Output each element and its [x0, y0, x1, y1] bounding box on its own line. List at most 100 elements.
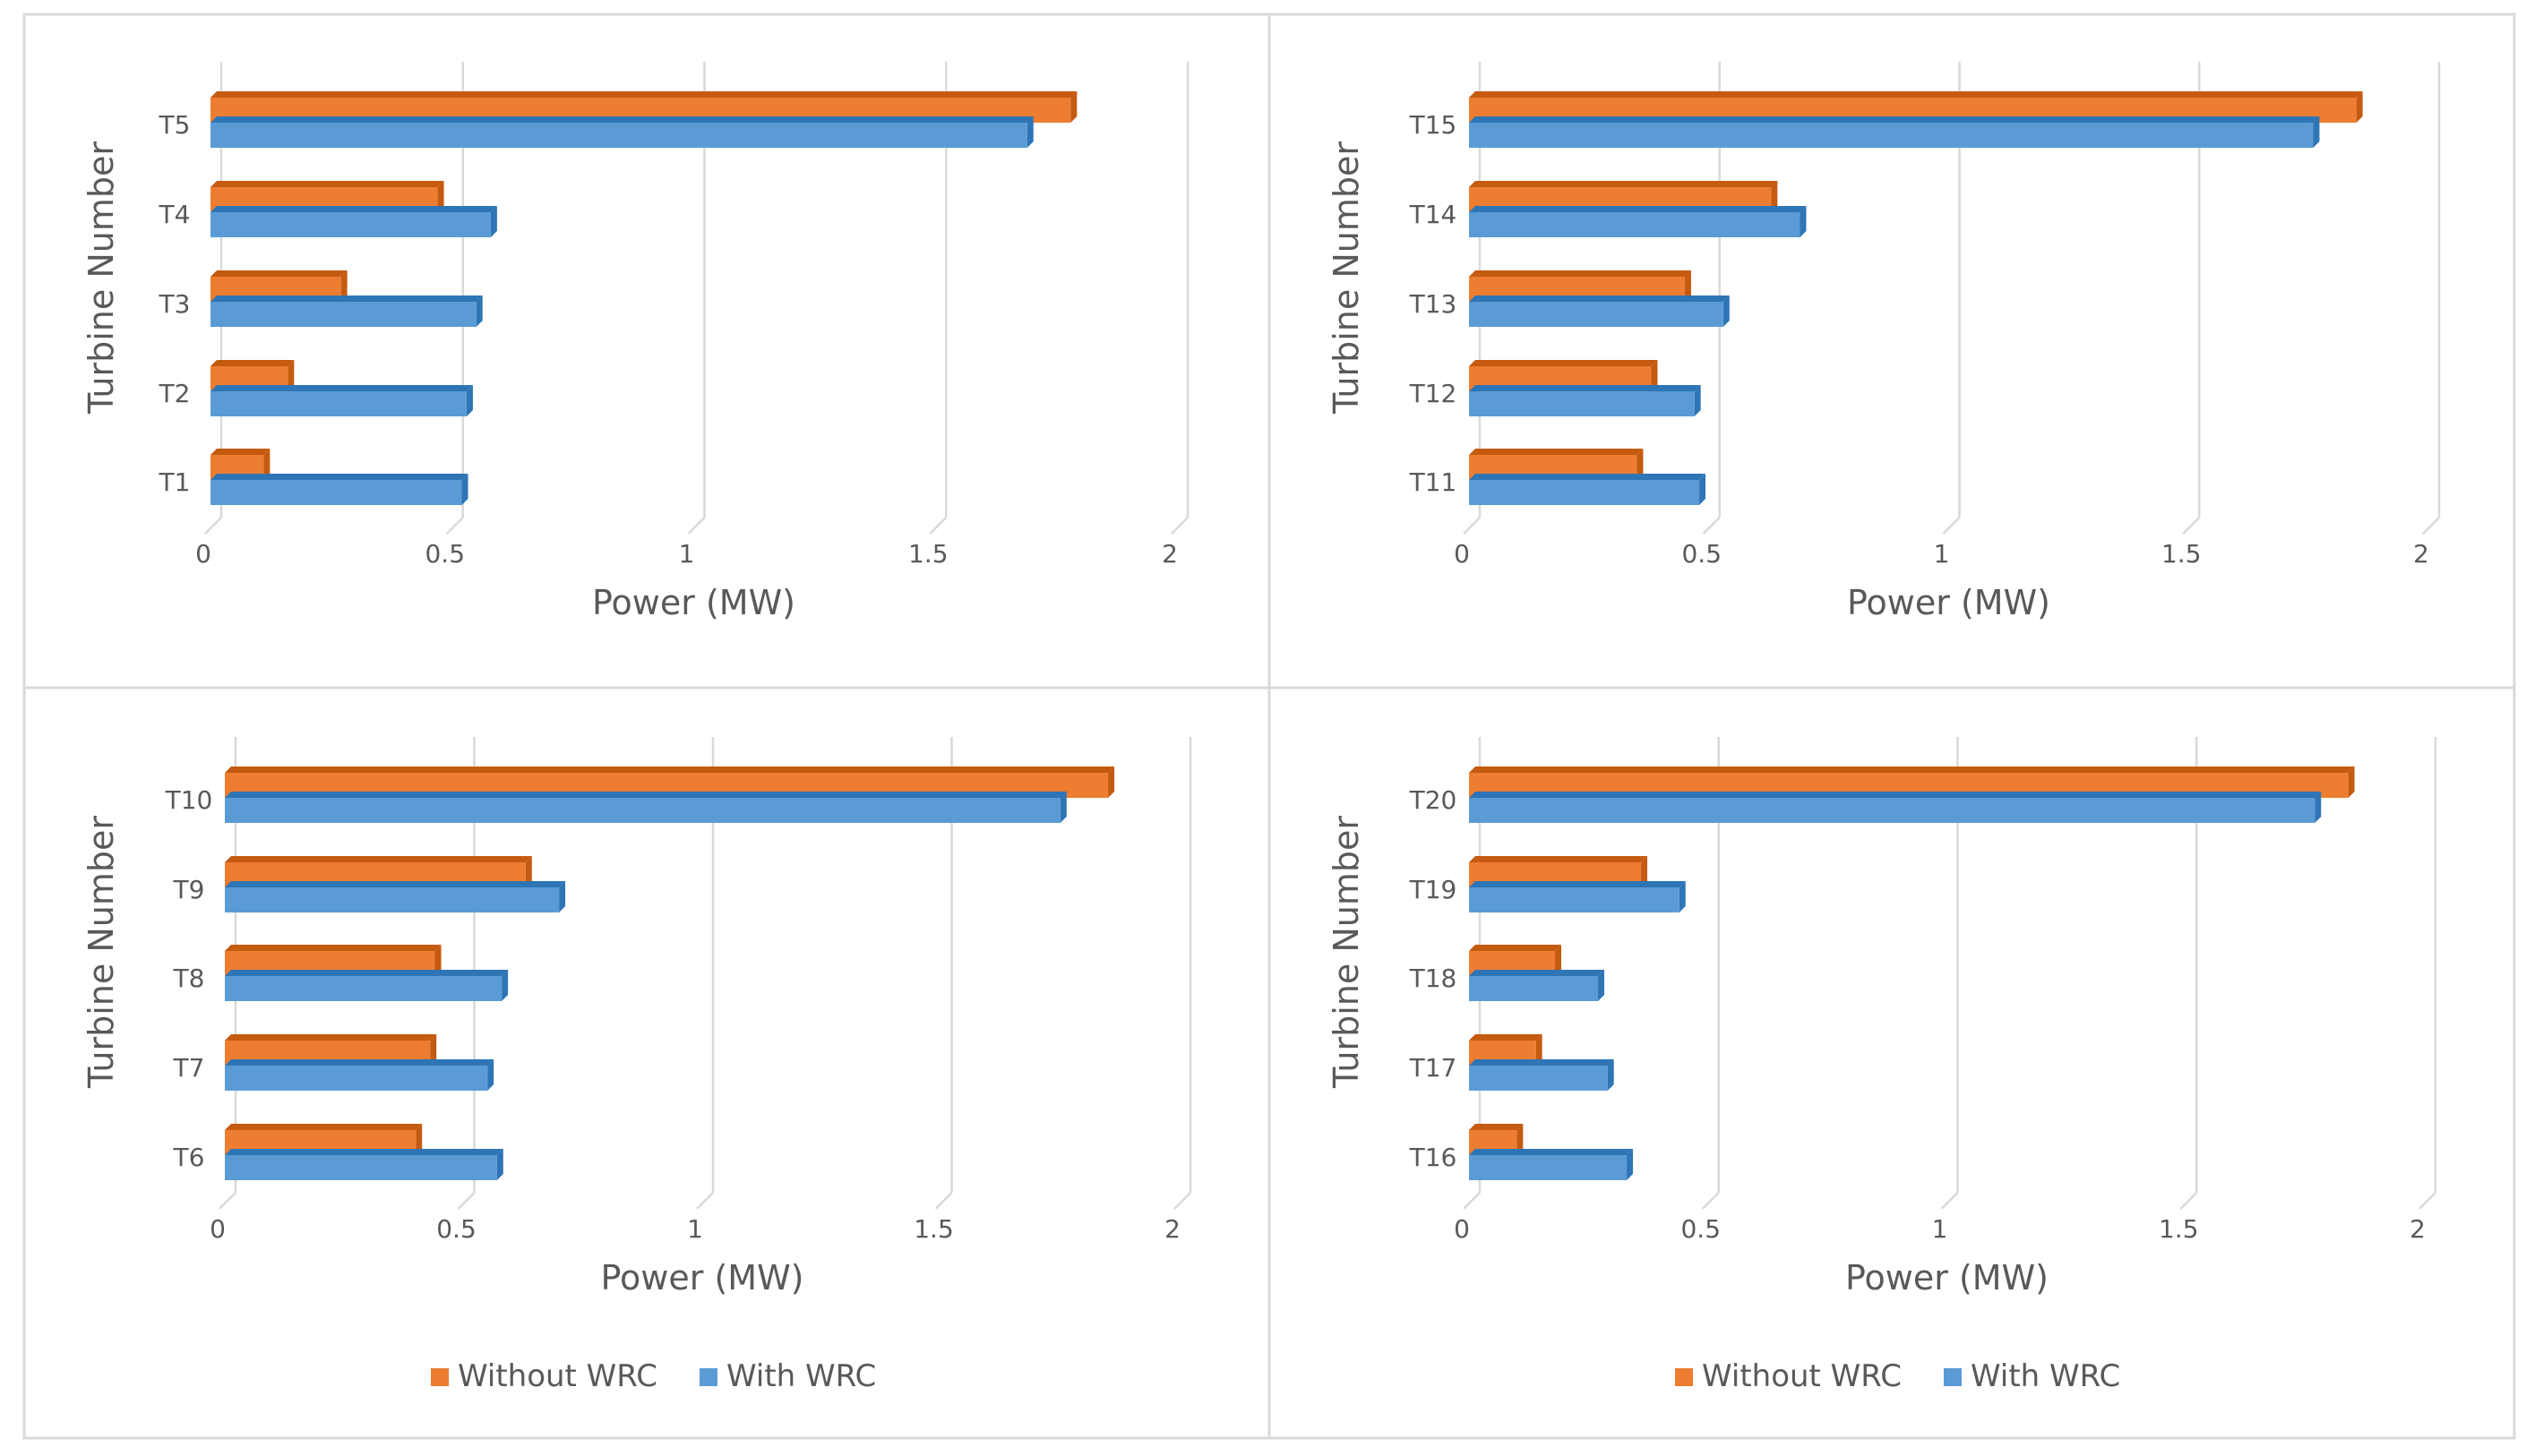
x-tick-label: 0.5	[1680, 1214, 1721, 1244]
bar-front-face	[210, 302, 477, 327]
bar-with-wrc-t7	[225, 1059, 494, 1091]
chart-panel-3: 0 0.5 1 1.5 2 Power (MW) Turbine Number T6 T7 T8 T…	[82, 737, 1192, 1394]
legend-label: Without WRC	[1702, 1358, 1902, 1394]
bar-top-face	[210, 116, 1034, 123]
bar-front-face	[210, 480, 462, 505]
bar-top-face	[225, 970, 509, 976]
y-tick-label: T20	[1409, 785, 1457, 815]
bar-side-face	[490, 206, 497, 237]
bar-with-wrc-t9	[225, 881, 566, 912]
bar-top-face	[225, 945, 442, 951]
bar-front-face	[225, 1155, 497, 1180]
gridline-x-foot	[219, 1192, 236, 1210]
y-tick-label: T6	[173, 1143, 205, 1172]
x-tick-label: 2	[2409, 1214, 2426, 1244]
chart-panel-2: 0 0.5 1 1.5 2 Power (MW) Turbine Number T11 T12 T…	[1327, 62, 2441, 622]
bar-top-face	[210, 385, 473, 391]
bar-front-face	[1469, 887, 1679, 912]
bar-top-face	[1469, 881, 1686, 887]
bar-with-wrc-t13	[1469, 295, 1730, 327]
bar-top-face	[210, 295, 483, 302]
bar-side-face	[1627, 1149, 1634, 1180]
bar-top-face	[210, 449, 271, 455]
x-tick-label: 1.5	[908, 539, 949, 569]
bar-with-wrc-t20	[1469, 792, 2322, 823]
gridline-x-foot	[1942, 517, 1961, 535]
bar-top-face	[210, 270, 348, 277]
bar-with-wrc-t11	[1469, 474, 1706, 505]
bar-front-face	[1469, 1066, 1608, 1091]
x-axis-title: Power (MW)	[601, 1258, 804, 1298]
y-axis-title: Turbine Number	[82, 141, 121, 415]
bar-with-wrc-t8	[225, 970, 509, 1001]
bar-top-face	[210, 206, 497, 212]
bar-top-face	[1469, 206, 1807, 212]
bar-top-face	[225, 792, 1067, 798]
y-tick-label: T7	[173, 1053, 205, 1083]
gridline-x-foot	[2422, 517, 2440, 535]
legend-item-without-wrc: Without WRC	[431, 1358, 657, 1394]
bar-front-face	[1469, 480, 1700, 505]
bar-side-face	[430, 1034, 437, 1066]
bar-side-face	[2313, 116, 2320, 148]
bar-top-face	[1469, 360, 1658, 366]
y-tick-label: T19	[1409, 875, 1457, 904]
bar-top-face	[225, 1149, 503, 1155]
bar-top-face	[1469, 792, 2322, 798]
bar-top-face	[1469, 1124, 1524, 1130]
legend-swatch	[1675, 1368, 1693, 1386]
x-tick-label: 0	[1454, 1214, 1470, 1244]
bar-front-face	[225, 1066, 488, 1091]
chart-panel-1: 0 0.5 1 1.5 2 Power (MW) Turbine Number T1 T2 T3 T…	[82, 62, 1190, 622]
bar-side-face	[1636, 449, 1644, 480]
y-tick-label: T18	[1409, 964, 1457, 993]
bar-side-face	[1641, 856, 1648, 887]
bar-side-face	[1699, 474, 1706, 505]
bar-with-wrc-t12	[1469, 385, 1701, 416]
bar-front-face	[1469, 302, 1723, 327]
bar-side-face	[1800, 206, 1807, 237]
y-tick-label: T9	[173, 875, 205, 904]
bar-top-face	[1469, 1059, 1614, 1066]
bar-front-face	[1469, 1155, 1628, 1180]
y-tick-label: T10	[165, 785, 213, 815]
bar-side-face	[1607, 1059, 1614, 1091]
x-tick-label: 1.5	[914, 1214, 954, 1244]
y-tick-label: T3	[159, 289, 191, 319]
bar-side-face	[1598, 970, 1605, 1001]
bar-side-face	[1651, 360, 1658, 391]
gridline-x-foot	[2182, 517, 2201, 535]
bar-top-face	[225, 1124, 423, 1130]
bar-side-face	[496, 1149, 503, 1180]
gridline-x-foot	[1702, 517, 1721, 535]
y-tick-label: T11	[1409, 467, 1457, 497]
y-tick-label: T1	[159, 467, 191, 497]
bar-side-face	[466, 385, 473, 416]
gridline-x-foot	[204, 517, 222, 535]
bar-side-face	[1684, 270, 1691, 302]
bar-side-face	[434, 945, 442, 976]
gridline-x-foot	[445, 517, 464, 535]
y-tick-label: T2	[159, 379, 191, 408]
bar-front-face	[210, 212, 491, 237]
bar-top-face	[225, 856, 532, 862]
bar-front-face	[1469, 123, 2314, 148]
bar-side-face	[1070, 91, 1078, 123]
x-tick-label: 0.5	[425, 539, 465, 569]
bar-top-face	[1469, 1034, 1542, 1041]
bar-top-face	[1469, 385, 1701, 391]
bar-front-face	[1469, 212, 1800, 237]
gridline-x-foot	[1463, 1192, 1481, 1210]
bar-side-face	[502, 970, 509, 1001]
y-tick-label: T16	[1409, 1143, 1457, 1172]
x-tick-label: 1	[679, 539, 695, 569]
y-tick-label: T13	[1409, 289, 1457, 319]
legend: Without WRC With WRC	[431, 1358, 876, 1394]
bar-side-face	[1694, 385, 1701, 416]
gridline-x-foot	[1940, 1192, 1959, 1210]
x-tick-label: 1.5	[2159, 1214, 2199, 1244]
bar-front-face	[1469, 391, 1695, 416]
bar-side-face	[1722, 295, 1730, 327]
bar-side-face	[437, 181, 444, 212]
